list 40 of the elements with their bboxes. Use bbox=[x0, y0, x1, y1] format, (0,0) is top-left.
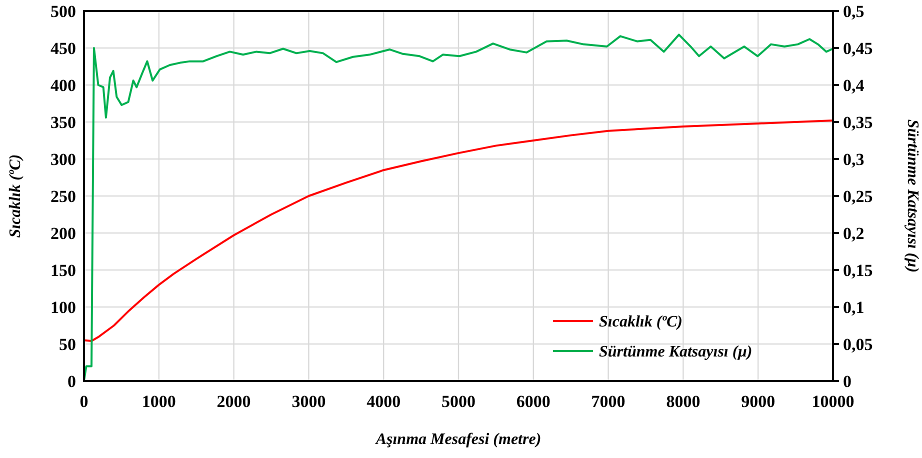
x-tick-label: 5000 bbox=[442, 392, 476, 411]
x-tick-label: 10000 bbox=[812, 392, 854, 411]
y2-tick-label: 0,05 bbox=[843, 334, 873, 354]
x-tick-label: 8000 bbox=[666, 392, 700, 411]
y-axis-title: Sıcaklık (ºC) bbox=[7, 154, 24, 238]
x-tick-label: 4000 bbox=[366, 392, 401, 411]
y-tick-label: 400 bbox=[50, 76, 76, 95]
y-tick-label: 300 bbox=[50, 150, 76, 169]
y2-tick-label: 0,1 bbox=[843, 298, 864, 317]
y2-tick-label: 0,45 bbox=[843, 38, 873, 58]
y2-tick-label: 0,5 bbox=[843, 2, 864, 21]
y2-tick-label: 0,4 bbox=[843, 76, 865, 95]
line-series bbox=[83, 34, 834, 382]
legend-label: Sıcaklık (ºC) bbox=[599, 314, 682, 331]
y2-axis-title: Sürtünme Katsayısı (µ) bbox=[904, 119, 921, 273]
y-tick-label: 150 bbox=[50, 260, 76, 280]
y2-tick-label: 0,15 bbox=[843, 260, 873, 280]
x-tick-label: 3000 bbox=[292, 392, 326, 411]
y2-tick-label: 0,2 bbox=[843, 224, 864, 243]
x-tick-label: 6000 bbox=[516, 392, 550, 411]
y-tick-label: 50 bbox=[59, 334, 76, 354]
x-tick-label: 0 bbox=[80, 392, 88, 411]
y2-tick-label: 0 bbox=[843, 372, 852, 391]
y-tick-label: 100 bbox=[50, 298, 76, 317]
y-tick-label: 450 bbox=[50, 38, 76, 58]
y-tick-label: 350 bbox=[50, 112, 76, 132]
y-tick-label: 200 bbox=[50, 224, 76, 243]
x-tick-label: 1000 bbox=[142, 392, 176, 411]
legend-label: Sürtünme Katsayısı (µ) bbox=[599, 344, 752, 361]
y2-tick-label: 0,3 bbox=[843, 150, 864, 169]
y-tick-label: 250 bbox=[50, 186, 76, 206]
x-tick-label: 2000 bbox=[216, 392, 251, 411]
x-tick-label: 9000 bbox=[741, 392, 776, 411]
x-axis-title: Aşınma Mesafesi (metre) bbox=[374, 431, 542, 448]
x-tick-label: 7000 bbox=[591, 392, 626, 411]
y-tick-label: 500 bbox=[50, 2, 76, 21]
line-series bbox=[83, 120, 834, 342]
y2-tick-label: 0,25 bbox=[843, 186, 873, 206]
y2-tick-label: 0,35 bbox=[843, 112, 873, 132]
y-tick-label: 0 bbox=[68, 372, 76, 391]
